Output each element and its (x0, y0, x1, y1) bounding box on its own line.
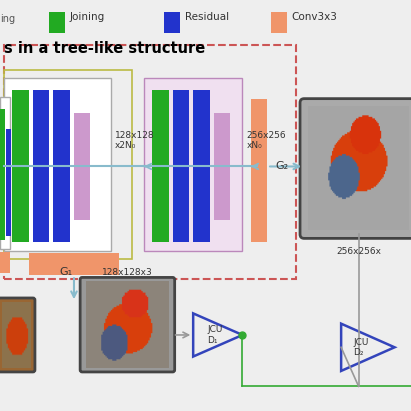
Text: G₁: G₁ (59, 267, 72, 277)
Text: ing: ing (0, 14, 15, 24)
Text: s in a tree-like structure: s in a tree-like structure (4, 41, 206, 56)
FancyBboxPatch shape (300, 99, 411, 238)
Bar (251, 99, 267, 242)
Bar (173, 90, 189, 242)
Bar (0, 109, 5, 240)
Bar (53, 90, 70, 242)
Bar (49, 12, 65, 33)
Bar (144, 78, 242, 251)
Bar (271, 12, 287, 33)
Bar (193, 90, 210, 242)
Bar (4, 70, 132, 259)
Text: 256x256x: 256x256x (336, 247, 381, 256)
Bar (6, 129, 11, 236)
Text: 256x256
xN₀: 256x256 xN₀ (247, 131, 286, 150)
Text: JCU
D₂: JCU D₂ (353, 337, 369, 357)
Text: Residual: Residual (185, 12, 229, 22)
Bar (4, 78, 111, 251)
Bar (214, 113, 230, 219)
Bar (152, 90, 169, 242)
Bar (74, 113, 90, 219)
Text: 128x128
x2N₀: 128x128 x2N₀ (115, 131, 155, 150)
Bar (164, 12, 180, 33)
Bar (12, 90, 29, 242)
Bar (29, 253, 119, 275)
FancyBboxPatch shape (0, 298, 35, 372)
Text: Conv3x3: Conv3x3 (292, 12, 338, 22)
Text: G₂: G₂ (275, 162, 289, 171)
Text: Joining: Joining (70, 12, 105, 22)
Text: JCU
D₁: JCU D₁ (208, 325, 223, 345)
Bar (33, 90, 49, 242)
Bar (0, 97, 10, 249)
FancyBboxPatch shape (80, 277, 175, 372)
Text: 128x128x3: 128x128x3 (102, 268, 153, 277)
Bar (4, 45, 296, 279)
Bar (0, 252, 10, 273)
